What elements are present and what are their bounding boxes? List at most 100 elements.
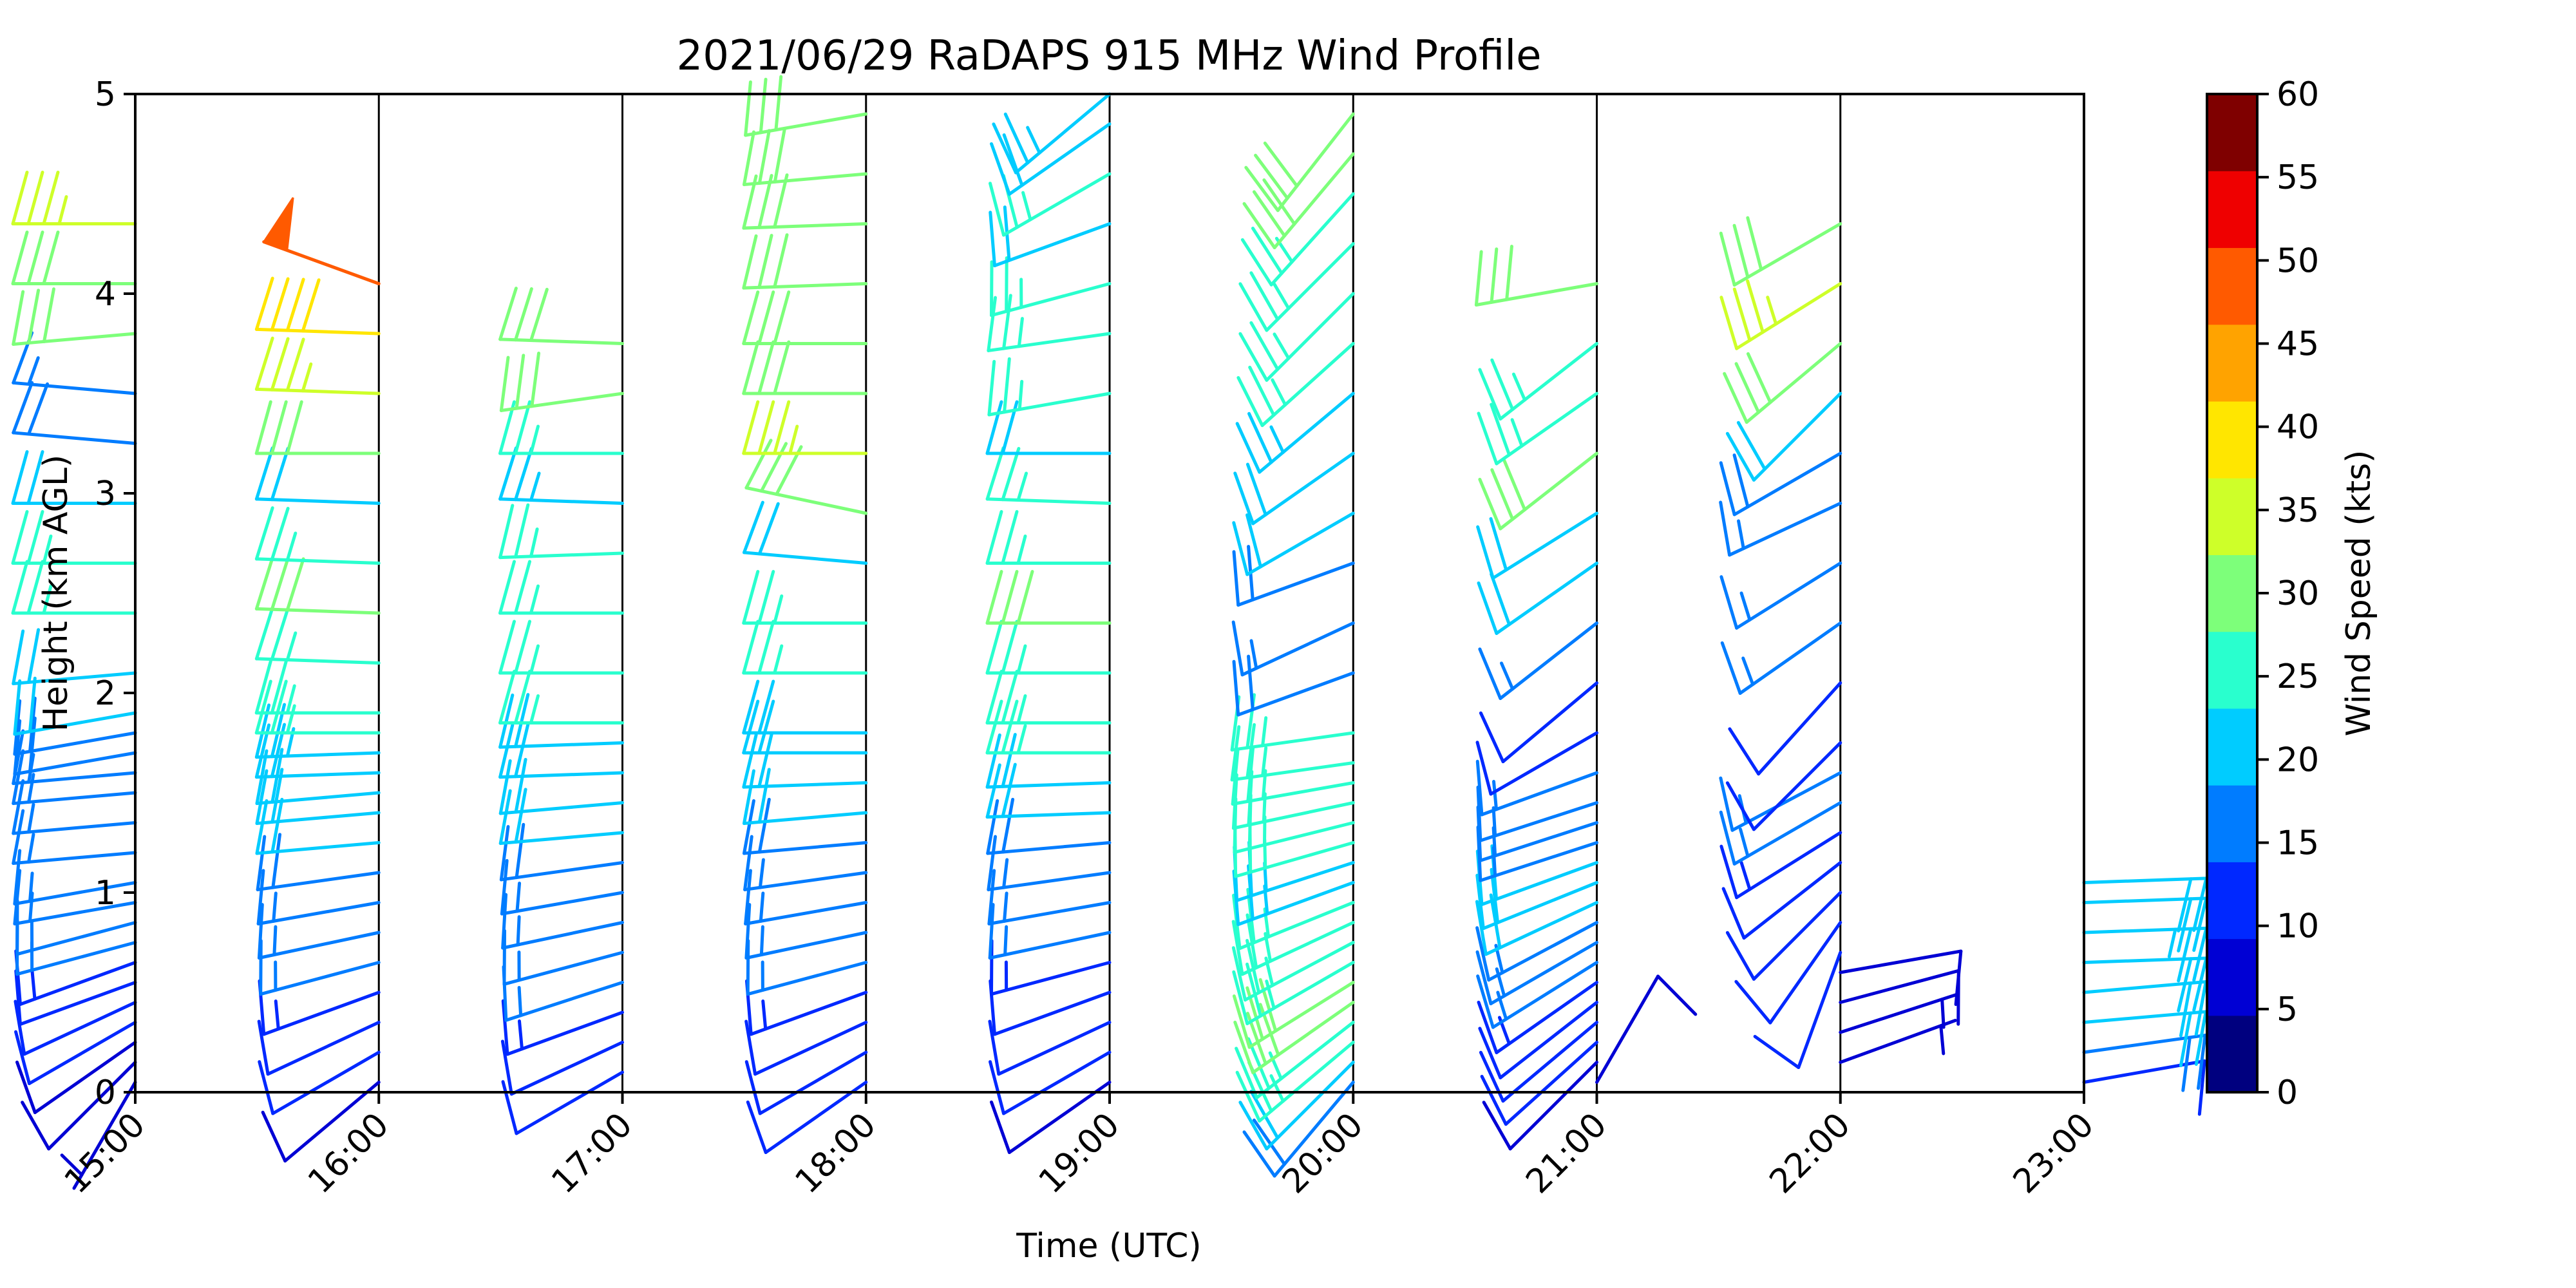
barb-full-flag	[757, 570, 775, 625]
barb-full-flag	[986, 799, 999, 855]
barb-full-flag	[254, 679, 272, 735]
barb-full-flag	[42, 171, 60, 225]
wind-barb	[742, 570, 868, 625]
wind-barb	[501, 893, 624, 950]
barb-shaft	[997, 1021, 1112, 1076]
barb-shaft	[1797, 951, 1842, 1070]
barb-full-flag	[773, 233, 789, 289]
barb-full-flag	[1001, 733, 1017, 788]
wind-barb	[1719, 216, 1842, 287]
barb-full-flag	[1001, 797, 1015, 854]
barb-shaft	[744, 112, 868, 137]
wind-barb	[1477, 562, 1598, 635]
barb-shaft	[742, 841, 868, 855]
barb-half-flag	[1268, 1051, 1283, 1081]
barb-shaft	[13, 751, 137, 776]
barb-full-flag	[989, 211, 996, 267]
barb-full-flag	[1478, 647, 1502, 700]
barb-full-flag	[1732, 223, 1750, 279]
wind-barb	[261, 1081, 381, 1163]
barb-full-flag	[1238, 1101, 1269, 1151]
wind-barb	[988, 1019, 1112, 1076]
barb-full-flag	[1235, 422, 1262, 474]
barb-full-flag	[2192, 956, 2208, 1012]
wind-barb	[14, 999, 137, 1056]
barb-full-flag	[1242, 202, 1276, 250]
barb-full-flag	[1245, 462, 1267, 516]
barb-full-flag	[1478, 477, 1502, 531]
barb-shaft	[1768, 921, 1842, 1025]
barb-shaft	[13, 731, 137, 756]
barb-full-flag	[530, 351, 541, 408]
barb-full-flag	[1476, 974, 1495, 1029]
profile-1500	[11, 171, 137, 1190]
barb-full-flag	[742, 130, 755, 187]
barb-shaft	[1233, 821, 1355, 854]
barb-half-flag	[60, 1153, 84, 1177]
barb-full-flag	[757, 768, 771, 824]
profile-1800	[742, 75, 868, 1154]
barb-full-flag	[12, 381, 34, 435]
barb-full-flag	[1732, 453, 1750, 509]
wind-barb	[498, 757, 624, 815]
barb-full-flag	[515, 354, 526, 410]
colorbar-tick-label: 30	[2277, 574, 2319, 613]
barb-full-flag	[1230, 725, 1241, 782]
wind-barb	[1475, 893, 1598, 956]
wind-barb	[500, 1039, 624, 1096]
barb-full-flag	[985, 510, 1003, 565]
barb-shaft	[1499, 621, 1598, 700]
barb-shaft	[989, 282, 1112, 317]
wind-barb	[254, 659, 381, 715]
barb-shaft	[988, 931, 1112, 960]
barb-full-flag	[514, 788, 527, 844]
barb-full-flag	[1734, 980, 1772, 1025]
barb-full-flag	[501, 999, 509, 1056]
barb-full-flag	[255, 799, 269, 855]
barb-full-flag	[742, 620, 760, 675]
barb-full-flag	[1725, 781, 1756, 831]
barb-shaft	[1230, 731, 1355, 752]
barb-full-flag	[1001, 762, 1017, 819]
barb-shaft	[12, 431, 137, 445]
barb-shaft	[742, 172, 868, 187]
barb-shaft	[15, 921, 137, 956]
barb-full-flag	[985, 670, 1003, 724]
wind-barb	[1231, 620, 1355, 677]
wind-barb	[1242, 1081, 1355, 1178]
barb-shaft	[501, 921, 624, 950]
colorbar-tick-label: 40	[2277, 408, 2319, 447]
barb-half-flag	[529, 424, 540, 455]
barb-full-flag	[1245, 913, 1258, 970]
barb-full-flag	[13, 869, 22, 925]
barb-shaft	[1735, 282, 1842, 350]
barb-full-flag	[1477, 581, 1499, 635]
barb-shaft	[1265, 1061, 1355, 1151]
barb-full-flag	[498, 723, 515, 779]
barb-half-flag	[529, 584, 540, 615]
barb-shaft	[254, 497, 381, 505]
barb-half-flag	[1016, 694, 1027, 724]
barb-full-flag	[773, 290, 791, 345]
barb-shaft	[255, 811, 381, 826]
barb-full-flag	[285, 557, 305, 612]
wind-barb	[985, 733, 1112, 789]
barb-full-flag	[2177, 897, 2193, 952]
wind-barb	[1235, 392, 1355, 474]
barb-shaft	[1752, 392, 1842, 482]
barb-full-flag	[1235, 1070, 1262, 1123]
barb-full-flag	[1240, 238, 1273, 287]
wind-barb	[1231, 746, 1355, 806]
barb-shaft	[27, 1021, 137, 1085]
barb-full-flag	[1003, 357, 1011, 414]
barb-full-flag	[744, 80, 752, 137]
barb-full-flag	[256, 835, 267, 891]
barb-full-flag	[1236, 375, 1264, 428]
barb-full-flag	[742, 400, 760, 455]
barb-full-flag	[2179, 1011, 2192, 1068]
barb-half-flag	[1016, 644, 1027, 675]
y-tick-label: 4	[95, 275, 116, 314]
profile-2300	[2082, 876, 2208, 1116]
profile-2200	[1719, 216, 1963, 1070]
x-tick-label: 21:00	[1519, 1106, 1614, 1201]
